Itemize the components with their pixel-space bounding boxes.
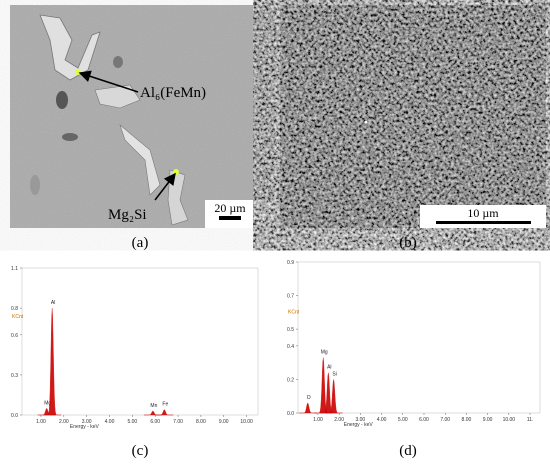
x-axis-label: Energy - keV	[344, 422, 374, 428]
x-tick-label: 4.00	[105, 419, 115, 425]
x-tick-label: 8.00	[462, 417, 472, 423]
x-tick-label: 10.00	[240, 419, 253, 425]
sem-image-b	[280, 5, 546, 228]
plot-area	[297, 261, 541, 414]
x-tick-label: 7.00	[440, 417, 450, 423]
x-tick-label: 6.00	[150, 419, 160, 425]
spectrum-peak	[43, 308, 62, 416]
y-axis-label: KCnt	[288, 309, 300, 315]
panel-label: (d)	[399, 443, 417, 459]
spectrum-peak	[298, 402, 317, 414]
panel-label: (c)	[132, 443, 149, 459]
y-tick-label: 0.9	[287, 260, 294, 266]
y-tick-label: 0.4	[287, 344, 294, 350]
x-tick-label: 3.00	[82, 419, 92, 425]
y-axis-label: KCnt	[12, 314, 24, 320]
x-tick-label: 11.	[527, 417, 534, 423]
x-tick-label: 1.00	[313, 417, 323, 423]
x-tick-label: 9.00	[483, 417, 493, 423]
peak-label: O	[307, 395, 311, 401]
y-tick-label: 0.7	[287, 294, 294, 300]
y-tick-label: 0.2	[287, 377, 294, 383]
panel-label: (b)	[399, 235, 417, 251]
x-tick-label: 5.00	[127, 419, 137, 425]
y-tick-label: 0.0	[287, 411, 294, 417]
spectrum-peak	[155, 409, 174, 416]
y-tick-label: 0.8	[11, 306, 18, 312]
annotation: Mg₂Si	[108, 207, 147, 223]
peak-label: Mg	[321, 350, 328, 356]
x-tick-label: 9.00	[219, 419, 229, 425]
peak-label: Fe	[162, 402, 168, 408]
scale-bar-label: 20 µm	[214, 201, 246, 215]
x-tick-label: 8.00	[196, 419, 206, 425]
annotation: Al₆(FeMn)	[140, 85, 206, 101]
x-tick-label: 10.00	[503, 417, 516, 423]
x-tick-label: 2.00	[59, 419, 69, 425]
y-tick-label: 0.3	[11, 373, 18, 379]
x-tick-label: 1.00	[36, 419, 46, 425]
y-tick-label: 0.5	[287, 327, 294, 333]
x-tick-label: 4.00	[377, 417, 387, 423]
panel-label: (a)	[132, 235, 149, 251]
x-tick-label: 7.00	[173, 419, 183, 425]
peak-label: Mn	[150, 403, 157, 409]
plot-area	[21, 267, 259, 416]
peak-label: Si	[332, 371, 336, 377]
scale-bar-label: 10 µm	[467, 206, 499, 220]
peak-label: Al	[51, 300, 55, 306]
sem-image-a	[10, 5, 275, 228]
peak-label: Al	[327, 365, 331, 371]
x-tick-label: 6.00	[419, 417, 429, 423]
x-axis-label: Energy - keV	[70, 424, 100, 430]
peak-label: Mg	[44, 400, 51, 406]
x-tick-label: 5.00	[398, 417, 408, 423]
y-tick-label: 1.1	[11, 266, 18, 272]
spectrum-peak	[324, 379, 343, 414]
y-tick-label: 0.6	[11, 333, 18, 339]
y-tick-label: 0.0	[11, 413, 18, 419]
x-tick-label: 3.00	[355, 417, 365, 423]
x-tick-label: 2.00	[334, 417, 344, 423]
